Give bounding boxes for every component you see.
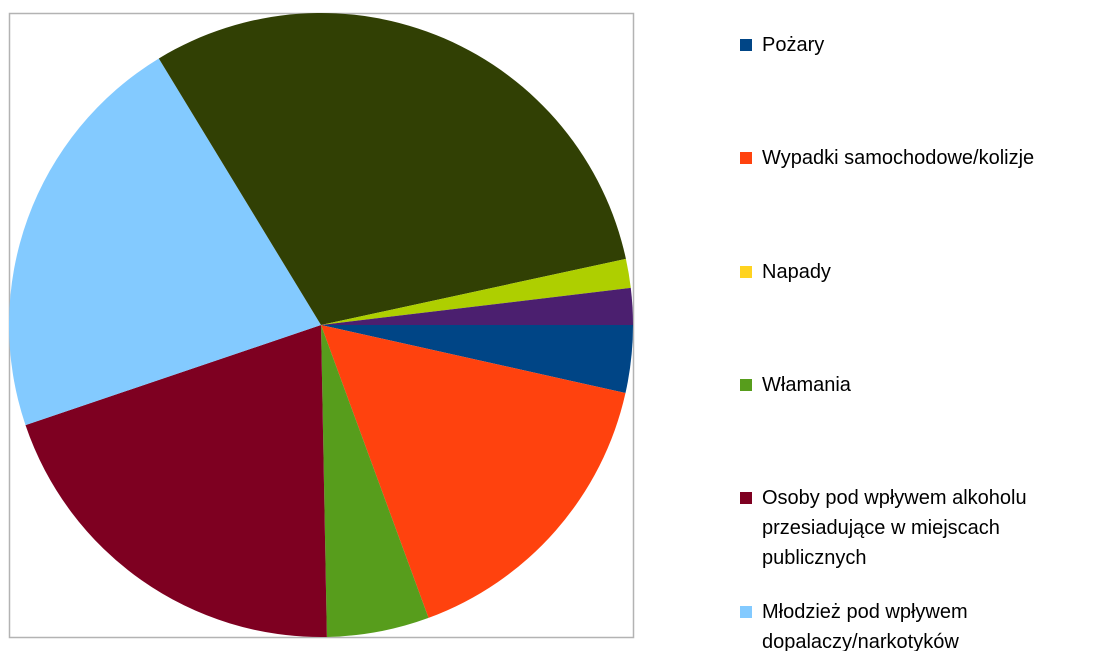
legend-item: Wypadki samochodowe/kolizje xyxy=(740,143,1090,173)
pie-slice xyxy=(321,258,631,325)
legend-item: Osoby pod wpływem alkoholu przesiadujące… xyxy=(740,483,1090,573)
legend-item: Pożary xyxy=(740,30,1090,60)
legend-swatch xyxy=(740,605,752,618)
pie-slice xyxy=(25,325,327,637)
pie-slice xyxy=(158,13,626,325)
legend-swatch xyxy=(740,39,752,51)
legend-label: Włamania xyxy=(762,373,851,396)
pie-slice xyxy=(321,325,626,618)
legend-item: Młodzież pod wpływem dopalaczy/narkotykó… xyxy=(740,597,1090,651)
legend-label: Wypadki samochodowe/kolizje xyxy=(762,147,1035,170)
legend-swatch xyxy=(740,152,752,165)
legend-item: Napady xyxy=(740,257,1090,287)
legend-swatch xyxy=(740,265,752,278)
pie-slice xyxy=(321,287,633,325)
legend-label: Napady xyxy=(762,260,831,283)
legend-label: Pożary xyxy=(762,34,825,56)
chart xyxy=(8,12,635,639)
legend-label: Młodzież pod wpływem dopalaczy/narkotykó… xyxy=(762,600,968,651)
pie-slice xyxy=(8,58,321,426)
pie-slice xyxy=(321,325,429,637)
legend-item: Włamania xyxy=(740,370,1090,400)
legend-swatch xyxy=(740,378,752,391)
legend-swatch xyxy=(740,492,752,505)
legend-label: Osoby pod wpływem alkoholu przesiadujące… xyxy=(762,487,1027,570)
pie-slice xyxy=(321,325,633,394)
